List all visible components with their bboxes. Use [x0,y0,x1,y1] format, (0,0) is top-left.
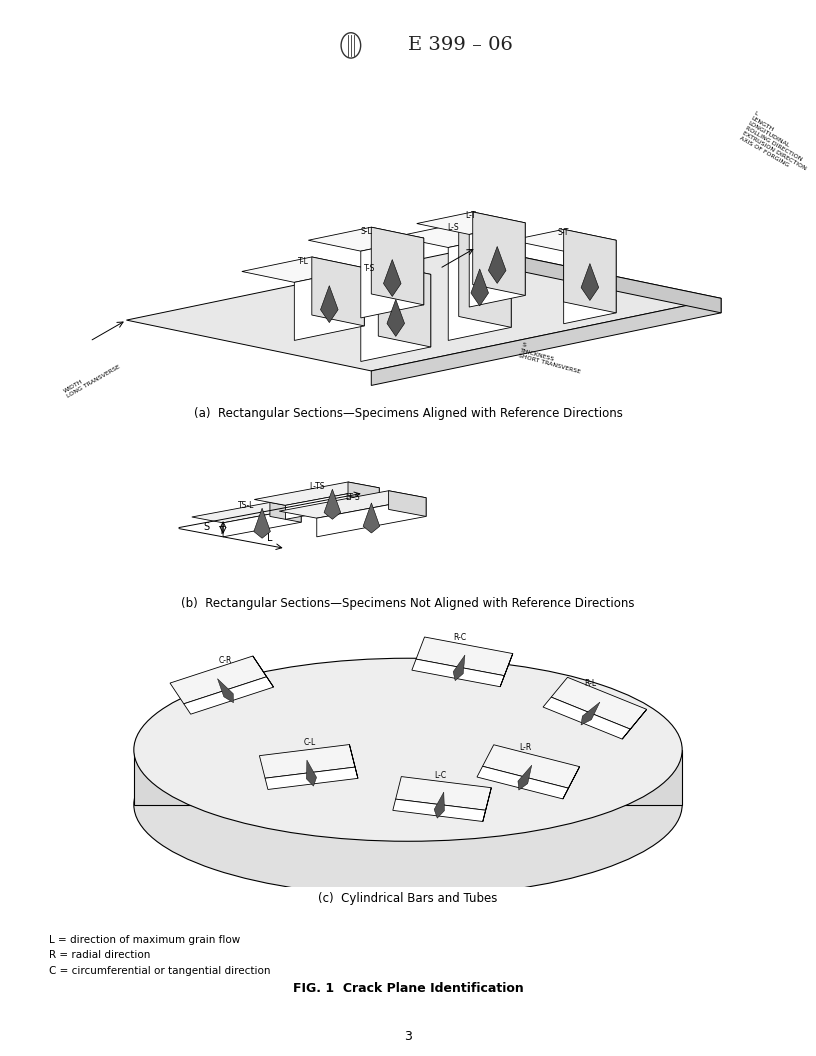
Polygon shape [371,227,424,305]
Text: C-L: C-L [304,738,317,748]
Polygon shape [363,503,379,533]
Polygon shape [477,247,721,313]
Polygon shape [448,234,511,340]
Text: TS-L: TS-L [238,502,255,510]
Text: L: L [267,532,273,543]
Polygon shape [552,677,646,729]
Polygon shape [270,503,301,523]
Polygon shape [265,767,358,790]
Polygon shape [581,702,600,725]
Polygon shape [416,637,512,676]
Text: S: S [203,523,209,532]
Polygon shape [324,489,341,520]
Text: S-L: S-L [360,227,372,235]
Text: (a)  Rectangular Sections—Specimens Aligned with Reference Directions: (a) Rectangular Sections—Specimens Align… [193,407,623,419]
Polygon shape [563,767,579,799]
Text: C-R: C-R [219,656,232,665]
Polygon shape [279,491,426,518]
Polygon shape [472,212,526,296]
Polygon shape [242,257,364,282]
Text: (c)  Cylindrical Bars and Tubes: (c) Cylindrical Bars and Tubes [318,892,498,905]
Text: R = radial direction: R = radial direction [49,950,150,960]
Polygon shape [387,300,405,337]
Text: WIDTH
LONG TRANSVERSE: WIDTH LONG TRANSVERSE [63,359,121,399]
Polygon shape [392,799,486,822]
Text: LT-S: LT-S [345,493,360,503]
Polygon shape [361,275,431,361]
Text: S
THICKNESS
SHORT TRANSVERSE: S THICKNESS SHORT TRANSVERSE [518,342,584,375]
Polygon shape [477,767,569,799]
Polygon shape [564,241,616,324]
Polygon shape [308,227,424,251]
Polygon shape [349,744,358,778]
Polygon shape [511,229,616,251]
Polygon shape [321,285,338,322]
Polygon shape [482,744,579,788]
Text: S-T: S-T [558,228,570,237]
Polygon shape [253,656,273,687]
Text: L-R: L-R [519,743,532,752]
Polygon shape [192,503,301,523]
Ellipse shape [134,658,682,842]
Polygon shape [223,508,301,536]
Polygon shape [379,263,431,347]
Polygon shape [518,766,532,790]
Polygon shape [254,508,270,539]
Polygon shape [471,269,489,306]
Polygon shape [371,298,721,385]
Polygon shape [489,246,506,283]
Text: L-T: L-T [466,211,477,220]
Polygon shape [259,744,355,778]
Text: FIG. 1  Crack Plane Identification: FIG. 1 Crack Plane Identification [293,982,523,995]
Text: E 399 – 06: E 399 – 06 [408,36,513,55]
Text: 3: 3 [404,1031,412,1043]
Ellipse shape [134,713,682,897]
Text: L
LENGTH
LONGITUDINAL
ROLLING DIRECTION
EXTRUSION DIRECTION
AXIS OF FORGING: L LENGTH LONGITUDINAL ROLLING DIRECTION … [738,111,816,176]
Polygon shape [581,264,599,301]
Text: L-TS: L-TS [309,483,325,491]
Polygon shape [312,257,364,326]
Text: C = circumferential or tangential direction: C = circumferential or tangential direct… [49,966,270,976]
Polygon shape [255,482,379,506]
Polygon shape [417,212,526,234]
Text: R-C: R-C [454,634,467,642]
Text: T: T [218,526,224,536]
Text: R-L: R-L [585,679,596,689]
Text: L-C: L-C [435,771,446,779]
Polygon shape [500,654,512,686]
Polygon shape [348,482,379,502]
Polygon shape [388,491,426,516]
Polygon shape [469,223,526,307]
Polygon shape [308,263,431,289]
Text: T-S: T-S [364,264,375,272]
Polygon shape [396,224,511,247]
Polygon shape [295,268,364,340]
Polygon shape [170,656,267,703]
Polygon shape [459,224,511,327]
Polygon shape [306,760,317,786]
Polygon shape [184,677,273,714]
Polygon shape [317,497,426,536]
Polygon shape [543,697,630,739]
Polygon shape [218,679,233,702]
Polygon shape [622,710,646,739]
Polygon shape [361,238,424,318]
Text: L-S: L-S [448,223,459,232]
Polygon shape [286,488,379,520]
Text: T-L: T-L [298,258,308,266]
Polygon shape [483,788,491,822]
Polygon shape [453,655,465,681]
Text: (b)  Rectangular Sections—Specimens Not Aligned with Reference Directions: (b) Rectangular Sections—Specimens Not A… [181,597,635,609]
Polygon shape [126,247,721,371]
Polygon shape [434,792,445,818]
Polygon shape [396,776,491,810]
Polygon shape [564,229,616,313]
Polygon shape [384,260,401,297]
Text: L = direction of maximum grain flow: L = direction of maximum grain flow [49,935,240,944]
Polygon shape [134,750,682,805]
Polygon shape [412,659,504,686]
